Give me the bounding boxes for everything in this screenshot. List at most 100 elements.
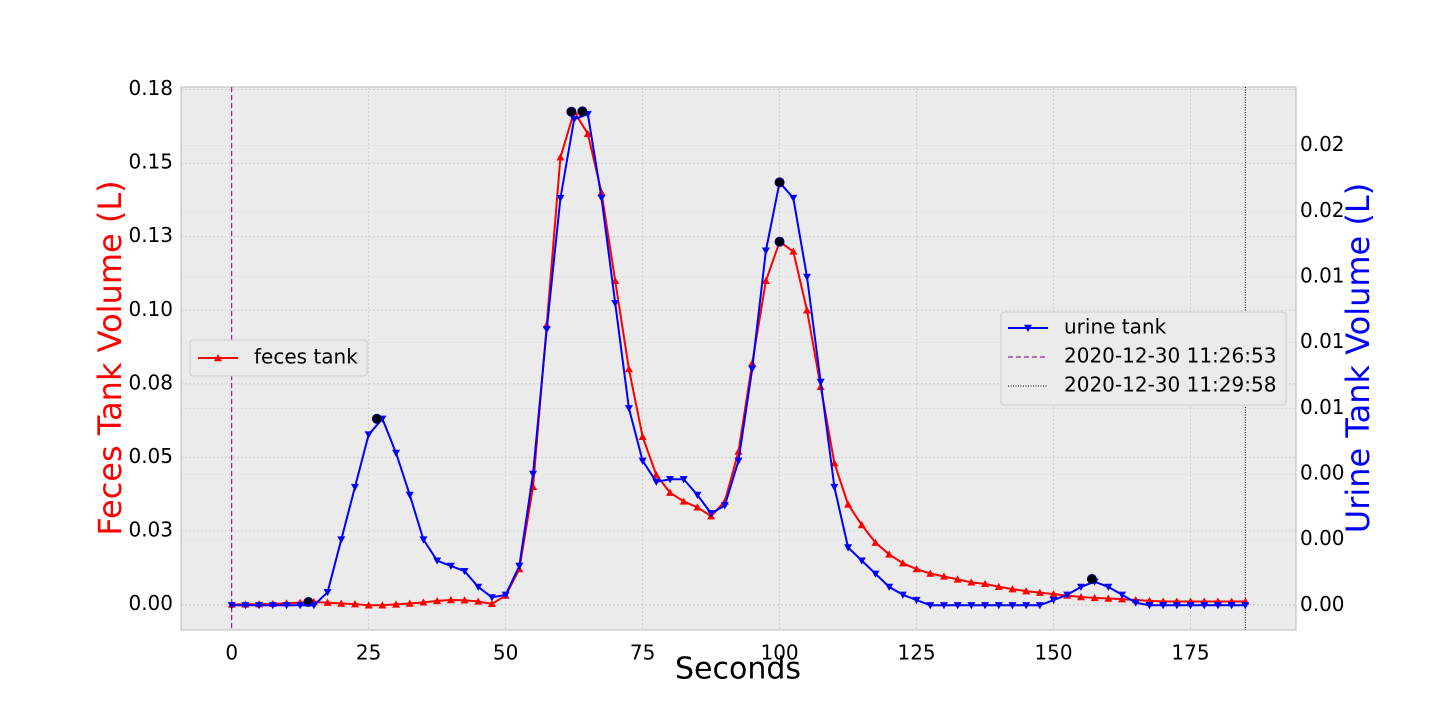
data-marker: [926, 602, 935, 610]
y-tick-label: 0.03: [128, 517, 173, 541]
data-marker: [337, 536, 346, 544]
y-tick-label: 0.08: [128, 370, 173, 394]
legend-label: 2020-12-30 11:29:58: [1064, 373, 1276, 397]
data-marker: [268, 602, 277, 610]
data-marker: [1213, 602, 1222, 610]
legend-marker: [1024, 324, 1032, 332]
y-tick-label: 0.13: [128, 223, 173, 247]
x-axis-label: Seconds: [675, 652, 801, 687]
data-marker: [255, 602, 264, 610]
data-marker: [583, 129, 592, 137]
data-marker: [337, 599, 346, 607]
peak-marker: [577, 106, 588, 117]
data-marker: [912, 565, 921, 573]
y-tick-label: 0.05: [128, 444, 173, 468]
data-marker: [1008, 602, 1017, 610]
data-marker: [789, 247, 798, 255]
data-marker: [652, 470, 661, 479]
data-marker: [474, 597, 483, 605]
x-tick-label: 150: [1034, 641, 1072, 665]
data-marker: [460, 596, 469, 604]
data-marker: [953, 602, 962, 610]
legend-label: 2020-12-30 11:26:53: [1064, 344, 1276, 368]
data-marker: [981, 602, 990, 610]
data-marker: [844, 500, 853, 508]
data-marker: [323, 588, 332, 597]
data-marker: [707, 510, 716, 518]
data-marker: [871, 570, 880, 578]
legend-marker: [214, 354, 222, 362]
data-marker: [405, 491, 414, 499]
data-marker: [1241, 602, 1250, 610]
data-marker: [1104, 594, 1113, 602]
y-tick-label: 0.00: [128, 591, 173, 615]
legend-label: urine tank: [1064, 315, 1167, 339]
y2-tick-label: 0.00: [1300, 526, 1345, 550]
x-tick-label: 50: [493, 641, 518, 665]
data-marker: [1131, 599, 1140, 607]
data-marker: [556, 153, 565, 161]
data-marker: [446, 595, 455, 604]
data-marker: [802, 273, 811, 281]
data-marker: [392, 600, 401, 608]
data-marker: [761, 247, 770, 255]
peak-marker: [774, 236, 785, 247]
x-tick-label: 175: [1171, 641, 1209, 665]
x-tick-label: 0: [225, 641, 238, 665]
data-marker: [898, 559, 907, 567]
data-marker: [446, 562, 455, 570]
data-marker: [967, 602, 976, 610]
data-marker: [350, 600, 359, 608]
data-marker: [529, 470, 538, 478]
data-marker: [638, 457, 647, 465]
y2-axis-label: Urine Tank Volume (L): [1339, 183, 1377, 533]
data-marker: [679, 497, 688, 505]
legend-box: [189, 339, 368, 377]
data-marker: [857, 557, 866, 565]
data-marker: [364, 601, 373, 609]
x-tick-label: 25: [356, 641, 381, 665]
data-marker: [556, 194, 565, 203]
data-marker: [1227, 602, 1236, 610]
data-marker: [501, 591, 510, 599]
data-marker: [652, 478, 661, 486]
data-marker: [611, 300, 620, 308]
y2-tick-label: 0.00: [1300, 592, 1345, 616]
data-marker: [474, 583, 483, 591]
data-marker: [1035, 588, 1044, 596]
data-marker: [693, 503, 702, 511]
y-axis-label: Feces Tank Volume (L): [91, 180, 129, 535]
data-marker: [1022, 587, 1031, 595]
data-marker: [720, 502, 729, 510]
peak-marker: [303, 597, 314, 608]
data-marker: [1104, 583, 1113, 591]
data-marker: [542, 326, 551, 334]
data-marker: [953, 575, 962, 583]
data-marker: [624, 405, 633, 413]
data-marker: [1008, 585, 1017, 593]
y2-tick-label: 0.00: [1300, 460, 1345, 484]
data-marker: [734, 457, 743, 465]
data-marker: [967, 578, 976, 586]
data-marker: [1063, 591, 1072, 599]
data-marker: [1049, 596, 1058, 605]
data-marker: [1035, 602, 1044, 610]
data-marker: [981, 579, 990, 588]
peak-marker: [1086, 574, 1097, 585]
data-marker: [638, 432, 647, 440]
data-marker: [885, 550, 894, 558]
data-marker: [624, 365, 633, 373]
data-marker: [364, 431, 373, 439]
data-marker: [871, 538, 880, 546]
data-marker: [1076, 583, 1085, 591]
data-marker: [994, 602, 1003, 610]
peak-marker: [566, 106, 577, 117]
data-marker: [1049, 590, 1058, 598]
data-marker: [597, 194, 606, 203]
data-marker: [693, 491, 702, 499]
data-marker: [1159, 602, 1168, 610]
peak-marker: [774, 177, 785, 188]
data-marker: [789, 194, 798, 203]
y2-tick-label: 0.01: [1300, 263, 1345, 287]
